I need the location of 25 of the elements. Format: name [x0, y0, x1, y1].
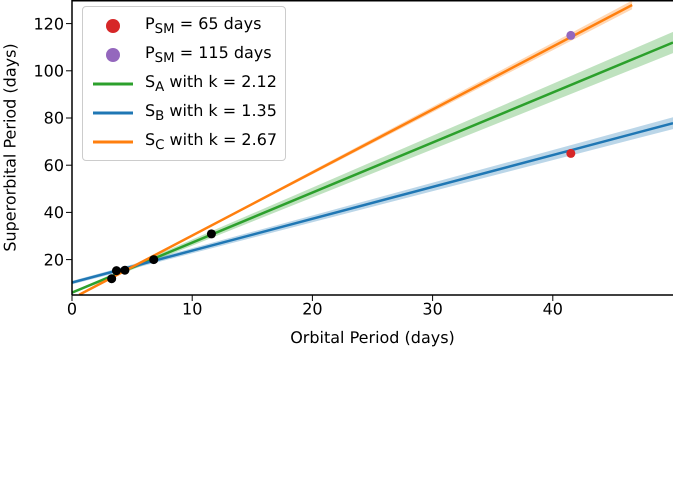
legend-label: S$_{A}$ with k = 2.12 [145, 72, 277, 96]
y-tick-label: 120 [33, 14, 64, 34]
point [120, 266, 130, 275]
x-tick-label: 40 [542, 299, 563, 318]
x-tick-label: 30 [422, 299, 443, 318]
point [112, 266, 121, 276]
legend-label: P$_{SM}$ = 115 days [145, 42, 272, 66]
x-tick-label: 10 [182, 299, 202, 318]
y-tick-label: 40 [44, 203, 64, 222]
y-tick-label: 100 [33, 61, 64, 80]
legend-label: S$_{C}$ with k = 2.67 [145, 130, 278, 154]
x-tick-label: 20 [302, 299, 323, 318]
point [107, 274, 116, 284]
x-axis-title: Orbital Period (days) [290, 328, 455, 347]
point [206, 229, 216, 238]
point [566, 148, 576, 158]
y-tick-label: 60 [44, 156, 64, 175]
x-tick-label: 0 [66, 299, 78, 318]
legend-label: S$_{B}$ with k = 1.35 [145, 100, 277, 124]
point [149, 255, 158, 264]
y-tick-label: 20 [44, 250, 64, 270]
y-axis-title: Superorbital Period (days) [0, 43, 20, 252]
y-tick-label: 80 [44, 108, 64, 128]
legend-label: P$_{SM}$ = 65 days [145, 14, 262, 38]
point [566, 30, 576, 40]
